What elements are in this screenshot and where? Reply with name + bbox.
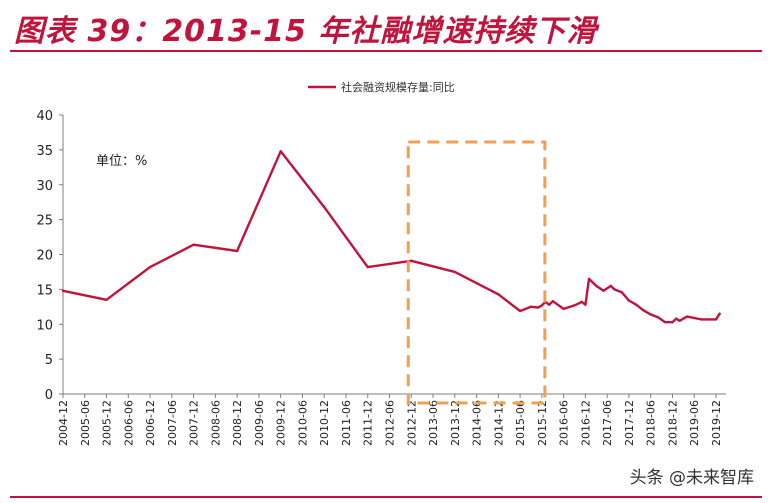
x-tick-label: 2015-12 [536, 400, 549, 446]
watermark: 头条 @未来智库 [625, 462, 758, 489]
data-point [595, 284, 598, 288]
unit-note: 单位：% [96, 154, 148, 169]
x-tick-label: 2017-06 [601, 400, 614, 446]
data-point [562, 307, 565, 311]
data-point [642, 309, 645, 312]
data-point [518, 309, 522, 313]
data-point [235, 249, 239, 253]
x-tick-label: 2010-06 [296, 400, 309, 446]
data-point [685, 315, 689, 318]
x-tick-label: 2011-06 [340, 400, 353, 446]
data-point [323, 205, 326, 209]
x-tick-label: 2019-06 [688, 400, 701, 446]
title-divider [10, 50, 762, 52]
data-point [609, 284, 612, 288]
x-tick-label: 2007-12 [188, 400, 201, 446]
plot-area [61, 140, 721, 405]
data-point [602, 289, 605, 292]
data-point [671, 320, 674, 324]
x-tick-label: 2013-12 [449, 400, 462, 446]
y-tick-label: 40 [36, 109, 53, 124]
data-point [634, 303, 638, 306]
data-point [656, 316, 660, 319]
y-tick-label: 0 [45, 388, 53, 403]
x-tick-label: 2016-06 [558, 400, 571, 446]
data-point [105, 298, 108, 302]
data-point [613, 288, 616, 291]
data-point [714, 318, 718, 321]
data-point [664, 320, 667, 324]
data-point [573, 304, 576, 307]
data-point [620, 290, 623, 294]
x-tick-label: 2007-06 [166, 400, 179, 446]
x-tick-label: 2018-12 [666, 400, 679, 446]
x-tick-label: 2008-06 [209, 400, 222, 446]
y-tick-label: 5 [45, 353, 53, 368]
y-tick-label: 15 [36, 283, 53, 298]
data-point [61, 289, 65, 292]
y-tick-label: 30 [36, 179, 53, 194]
data-point [718, 312, 721, 315]
data-point [366, 265, 369, 269]
data-point [584, 303, 587, 306]
data-point [587, 277, 591, 281]
data-point [148, 265, 152, 269]
y-tick-label: 20 [36, 249, 53, 264]
data-point [700, 318, 703, 321]
data-point [540, 304, 544, 307]
y-axis: 0 5 10 15 20 25 30 35 40 [36, 109, 64, 403]
x-tick-label: 2006-06 [122, 400, 135, 446]
x-tick-label: 2012-12 [405, 400, 418, 446]
data-point [693, 316, 696, 320]
data-point [678, 319, 681, 322]
x-tick-label: 2017-12 [623, 400, 636, 446]
x-tick-label: 2010-12 [318, 400, 331, 446]
y-tick-label: 35 [36, 144, 53, 159]
data-point [547, 303, 551, 306]
chart-title: 图表 39：2013-15 年社融增速持续下滑 [14, 14, 598, 49]
highlight-box [406, 140, 547, 405]
data-point [674, 317, 678, 320]
x-tick-label: 2015-06 [514, 400, 527, 446]
x-tick-label: 2004-12 [57, 400, 70, 446]
y-tick-label: 25 [36, 214, 53, 229]
data-point [279, 150, 282, 153]
x-tick-label: 2009-12 [275, 400, 288, 446]
legend-label: 社会融资规模存量:同比 [341, 80, 455, 94]
bottom-divider [10, 496, 762, 498]
x-tick-label: 2005-06 [79, 400, 92, 446]
x-tick-label: 2016-12 [579, 400, 592, 446]
x-tick-label: 2013-06 [427, 400, 440, 446]
x-tick-label: 2008-12 [231, 400, 244, 446]
data-point [497, 293, 500, 296]
data-point [580, 300, 583, 304]
x-axis: 2004-12 2005-06 2005-12 2006-06 2006-12 2007-… [57, 393, 726, 446]
data-point [410, 259, 413, 262]
x-tick-label: 2012-06 [384, 400, 397, 446]
data-point [192, 243, 195, 246]
data-point [453, 270, 456, 274]
x-tick-label: 2009-06 [253, 400, 266, 446]
data-point [537, 306, 540, 309]
x-tick-label: 2018-06 [645, 400, 658, 446]
x-tick-label: 2014-12 [492, 400, 505, 446]
data-point [649, 313, 652, 316]
legend: 社会融资规模存量:同比 [308, 80, 455, 94]
x-tick-label: 2011-12 [362, 400, 375, 446]
data-point [551, 300, 554, 303]
x-tick-label: 2006-12 [144, 400, 157, 446]
series-line [61, 150, 721, 324]
data-point [707, 318, 710, 321]
x-tick-label: 2005-12 [101, 400, 114, 446]
x-tick-label: 2019-12 [710, 400, 723, 446]
y-tick-label: 10 [36, 318, 53, 333]
x-tick-label: 2014-06 [471, 400, 484, 446]
data-point [627, 299, 631, 302]
data-point [529, 305, 533, 309]
